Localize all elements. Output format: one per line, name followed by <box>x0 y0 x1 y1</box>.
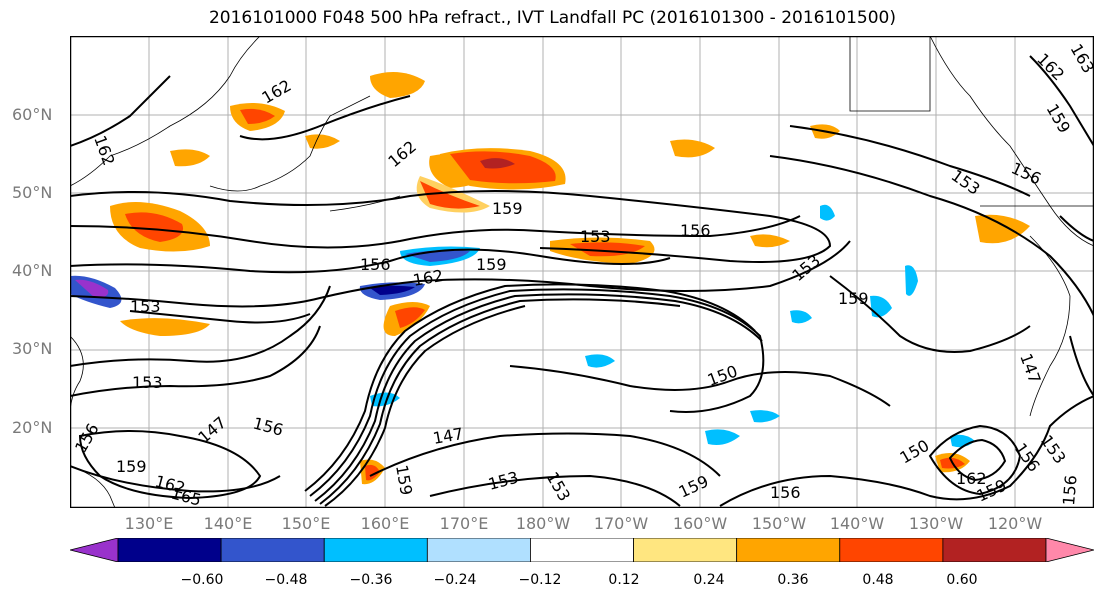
contour-label: 159 <box>676 471 712 501</box>
contour-label: 153 <box>580 227 611 246</box>
lon-label-160e: 160°E <box>360 514 410 533</box>
negative-anomaly-patches <box>70 204 975 448</box>
lon-label-170e: 170°E <box>439 514 489 533</box>
colorbar-tick-label: −0.12 <box>518 572 562 588</box>
colorbar-cells <box>70 538 1094 562</box>
contour-label: 162 <box>956 469 987 488</box>
colorbar-tick-label: 0.48 <box>862 572 894 588</box>
contour-label: 159 <box>492 199 523 218</box>
contour-label: 159 <box>392 463 416 496</box>
contour-label: 163 <box>1067 41 1094 77</box>
contour-label: 162 <box>384 137 420 171</box>
contour-label: 156 <box>251 414 285 440</box>
lon-label-150w: 150°W <box>751 514 807 533</box>
contour-label: 165 <box>169 484 203 508</box>
colorbar-tick-label: 0.12 <box>608 572 640 588</box>
gridlines <box>70 36 1094 508</box>
colorbar-tick-label: −0.60 <box>180 572 224 588</box>
colorbar-cell <box>323 538 428 562</box>
contour-label: 153 <box>948 166 984 199</box>
colorbar-tick-label: 0.36 <box>777 572 809 588</box>
contour-label: 153 <box>788 251 824 285</box>
colorbar-cell <box>117 538 222 562</box>
lat-label-60n: 60°N <box>12 105 53 124</box>
contour-label: 162 <box>1033 49 1068 84</box>
contour-label: 162 <box>90 133 118 168</box>
map-panel: 162 162 162 159 153 156 156 156 159 162 … <box>70 36 1094 508</box>
contour-label: 153 <box>543 469 575 505</box>
lon-label-130e: 130°E <box>124 514 174 533</box>
lon-label-170w: 170°W <box>593 514 649 533</box>
map-title: 2016101000 F048 500 hPa refract., IVT La… <box>208 8 896 28</box>
map-frame <box>70 36 1094 508</box>
colorbar-cell <box>426 538 531 562</box>
contour-label: 162 <box>411 266 444 290</box>
contour-labels: 162 162 162 159 153 156 156 156 159 162 … <box>71 41 1094 509</box>
lat-label-20n: 20°N <box>12 418 53 437</box>
lon-label-180w: 180°W <box>515 514 571 533</box>
contour-label: 156 <box>770 483 801 502</box>
colorbar-cell <box>839 538 944 562</box>
lon-label-160w: 160°W <box>672 514 728 533</box>
colorbar-tick-label: 0.60 <box>946 572 978 588</box>
contour-label: 159 <box>838 289 869 308</box>
colorbar-tick-label: 0.24 <box>693 572 725 588</box>
colorbar-cell <box>736 538 841 562</box>
lat-label-50n: 50°N <box>12 183 53 202</box>
lon-label-140w: 140°W <box>829 514 885 533</box>
colorbar-cell <box>942 538 1047 562</box>
colorbar <box>70 538 1094 562</box>
contour-label: 147 <box>194 413 230 447</box>
contour-label: 156 <box>1008 158 1044 188</box>
lon-label-150e: 150°E <box>281 514 331 533</box>
colorbar-cell <box>1045 538 1094 562</box>
colorbar-tick-label: −0.36 <box>349 572 393 588</box>
colorbar-tick-label: −0.48 <box>264 572 308 588</box>
contour-label: 159 <box>116 457 147 476</box>
colorbar-cell <box>220 538 325 562</box>
contour-label: 156 <box>680 221 711 240</box>
positive-anomaly-patches <box>110 72 1030 485</box>
contour-label: 156 <box>71 420 103 456</box>
contour-label: 159 <box>476 255 507 274</box>
contour-label: 162 <box>259 76 295 108</box>
contour-label: 150 <box>705 361 740 389</box>
contour-label: 147 <box>1016 351 1044 386</box>
lat-label-40n: 40°N <box>12 261 53 280</box>
contour-label: 156 <box>360 255 391 274</box>
colorbar-cell <box>530 538 634 562</box>
colorbar-cell <box>70 538 119 562</box>
contour-label: 153 <box>486 468 520 494</box>
colorbar-cell <box>633 538 738 562</box>
contour-label: 153 <box>132 373 163 392</box>
lon-label-120w: 120°W <box>987 514 1043 533</box>
height-contours <box>70 55 1094 507</box>
lon-label-130w: 130°W <box>908 514 964 533</box>
lat-label-30n: 30°N <box>12 339 53 358</box>
lon-label-140e: 140°E <box>203 514 253 533</box>
contour-label: 150 <box>897 436 933 468</box>
contour-label: 153 <box>130 297 161 316</box>
contour-label: 156 <box>1059 474 1081 506</box>
coastlines <box>70 36 1094 508</box>
colorbar-tick-label: −0.24 <box>433 572 477 588</box>
